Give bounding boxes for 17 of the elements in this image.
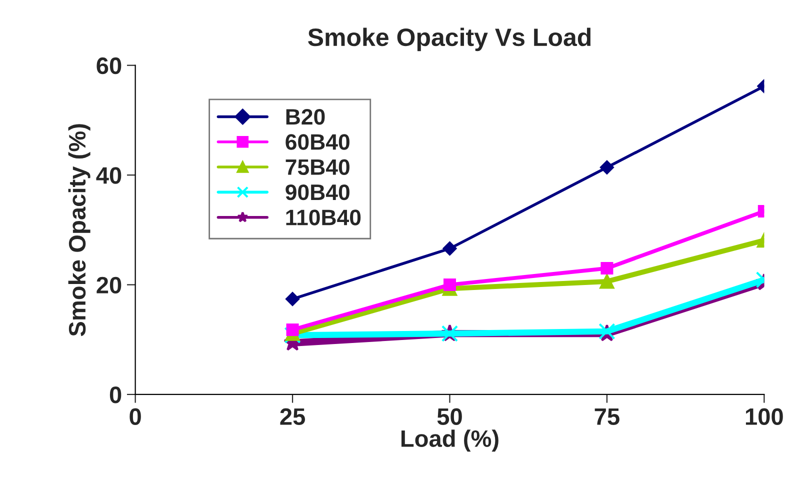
x-tick-label: 100 <box>746 408 783 425</box>
x-tick-label: 50 <box>437 408 462 425</box>
y-tick-label: 40 <box>96 167 122 184</box>
y-tick-label: 60 <box>96 57 122 74</box>
legend-label: 110B40 <box>286 210 361 226</box>
y-axis-title: Smoke Opacity (%) <box>68 124 90 336</box>
legend-label: 90B40 <box>286 184 350 200</box>
legend-label: 75B40 <box>286 159 350 176</box>
y-tick-label: 0 <box>110 386 122 404</box>
x-tick-label: 25 <box>280 408 306 425</box>
x-tick-label: 0 <box>130 408 141 425</box>
x-axis-title: Load (%) <box>401 430 498 452</box>
chart-title: Smoke Opacity Vs Load <box>308 28 591 52</box>
y-tick-label: 20 <box>96 276 122 294</box>
legend-label: 60B40 <box>286 134 350 150</box>
x-tick-label: 75 <box>594 408 620 425</box>
legend-label: B20 <box>286 108 325 125</box>
